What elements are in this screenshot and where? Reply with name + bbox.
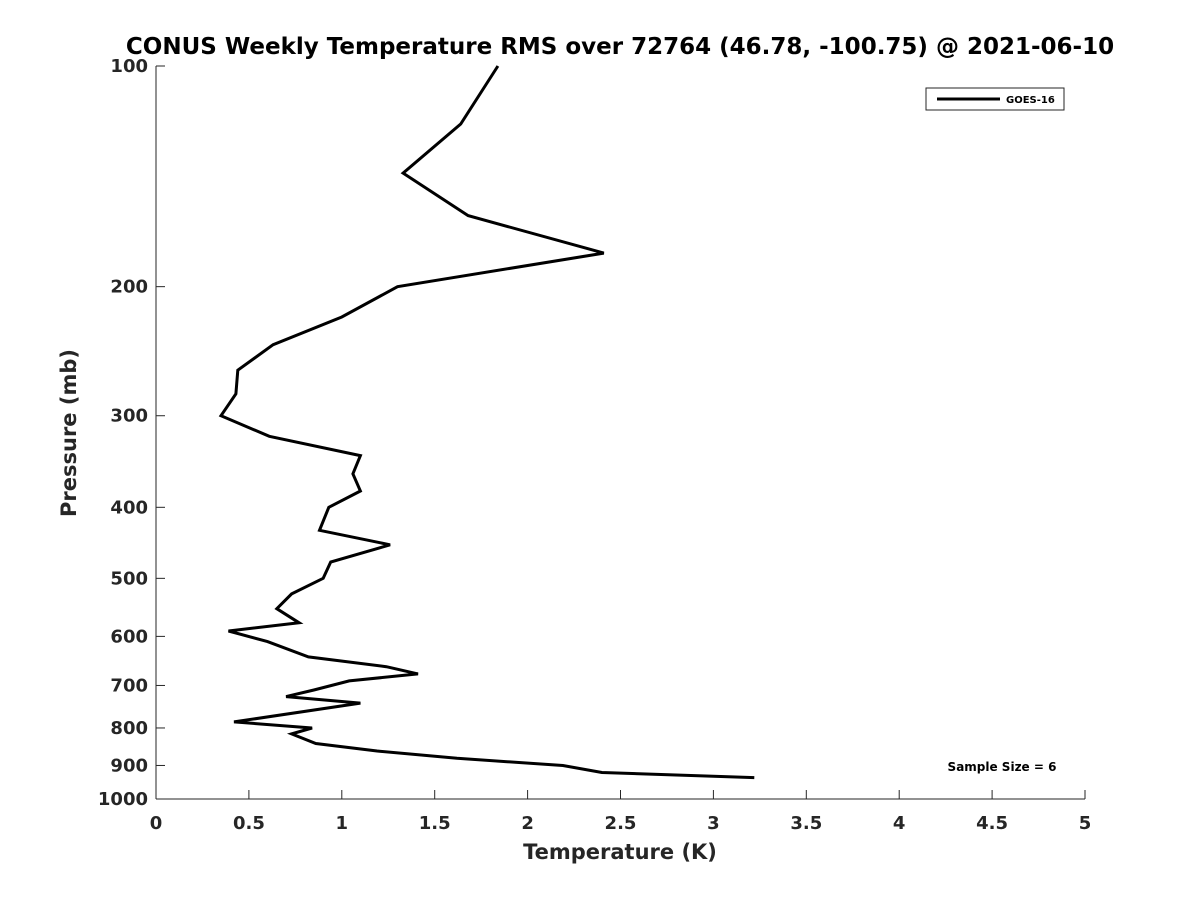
x-tick-label: 3 [707, 813, 720, 834]
x-tick-label: 2 [521, 813, 534, 834]
y-tick-label: 600 [110, 626, 148, 647]
sample-size-annotation: Sample Size = 6 [948, 760, 1057, 774]
axes [155, 66, 1085, 800]
series-group [218, 65, 755, 780]
y-axis-ticks: 100 200 300 400 500 600 700 800 900 1000 [98, 56, 165, 810]
y-tick-label: 200 [110, 277, 148, 298]
y-tick-label: 300 [110, 406, 148, 427]
y-tick-label: 900 [110, 755, 148, 776]
y-tick-label: 700 [110, 675, 148, 696]
x-tick-label: 0.5 [233, 813, 265, 834]
x-tick-label: 4.5 [976, 813, 1008, 834]
x-tick-label: 5 [1079, 813, 1092, 834]
x-tick-label: 4 [893, 813, 906, 834]
x-tick-label: 3.5 [790, 813, 822, 834]
legend: GOES-16 [925, 87, 1065, 111]
y-tick-label: 800 [110, 718, 148, 739]
y-tick-label: 1000 [98, 789, 148, 810]
x-axis-ticks: 0 0.5 1 1.5 2 2.5 3 3.5 4 4.5 5 [150, 790, 1092, 834]
x-tick-label: 2.5 [605, 813, 637, 834]
y-tick-label: 100 [110, 56, 148, 77]
x-axis-label: Temperature (K) [523, 840, 717, 864]
x-tick-label: 1.5 [419, 813, 451, 834]
x-tick-label: 1 [336, 813, 349, 834]
legend-entry: GOES-16 [1006, 95, 1055, 106]
x-tick-label: 0 [150, 813, 163, 834]
chart-title: CONUS Weekly Temperature RMS over 72764 … [126, 34, 1114, 60]
series-line-goes-16 [218, 65, 755, 780]
y-axis-label: Pressure (mb) [57, 349, 81, 517]
y-tick-label: 500 [110, 568, 148, 589]
y-tick-label: 400 [110, 497, 148, 518]
